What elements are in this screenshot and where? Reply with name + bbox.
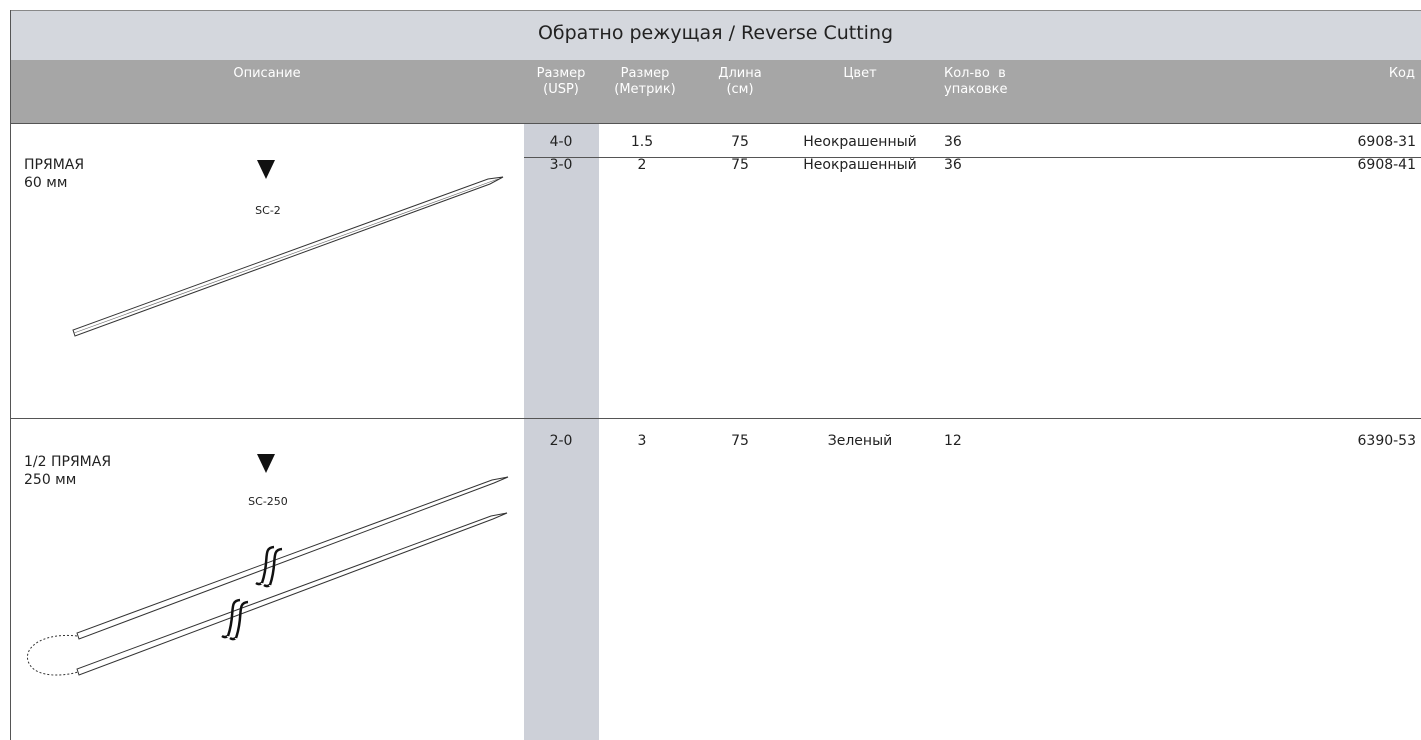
title: Обратно режущая / Reverse Cutting	[537, 22, 894, 44]
title-bar	[10, 10, 1421, 61]
cell: 2	[637, 157, 647, 173]
cell: 3	[637, 433, 647, 449]
cell: 4-0	[549, 134, 573, 150]
usp-column	[524, 123, 599, 740]
cell: 75	[731, 134, 749, 150]
group-name: 1/2 ПРЯМАЯ	[24, 454, 112, 470]
header-text: Размер	[536, 66, 586, 81]
header: Длина (см)	[718, 66, 761, 98]
needle-code: SC-250	[248, 495, 288, 508]
suture	[26, 634, 79, 676]
cell: 36	[944, 157, 962, 173]
cell: 6908-41	[1357, 157, 1417, 173]
group-length: 60 мм	[24, 175, 68, 191]
needle	[72, 176, 504, 337]
cell: 1.5	[630, 134, 654, 150]
header-text: упаковке	[944, 82, 1008, 97]
header: Описание	[233, 66, 300, 82]
cell: 6390-53	[1357, 433, 1417, 449]
break-mark	[221, 598, 249, 641]
group-name: ПРЯМАЯ	[24, 157, 85, 173]
cell: Зеленый	[827, 433, 893, 449]
break-mark	[255, 545, 283, 588]
cell: 75	[731, 157, 749, 173]
header-text: Цвет	[843, 66, 877, 81]
needle	[76, 476, 509, 640]
needle-code: SC-2	[255, 204, 281, 217]
cell: 36	[944, 134, 962, 150]
header-text: Длина	[718, 66, 762, 81]
header-text: (USP)	[543, 82, 579, 97]
cell: 75	[731, 433, 749, 449]
marker	[257, 160, 275, 179]
cell: Неокрашенный	[803, 134, 917, 150]
cell: 3-0	[549, 157, 573, 173]
cell: 12	[944, 433, 962, 449]
header: Кол-во в упаковке	[944, 66, 1007, 98]
header: Размер (USP)	[537, 66, 586, 98]
header-text: (см)	[726, 82, 754, 97]
header-text: Код	[1388, 66, 1415, 81]
needle-line	[73, 178, 499, 334]
header-bar	[10, 60, 1421, 123]
header-text: Кол-во в	[944, 66, 1006, 81]
cell: Неокрашенный	[803, 157, 917, 173]
needle	[76, 512, 508, 676]
header-text: Описание	[233, 66, 301, 81]
header: Код	[1389, 66, 1415, 82]
header: Цвет	[843, 66, 876, 82]
marker	[257, 454, 275, 473]
header: Размер (Метрик)	[614, 66, 675, 98]
cell: 2-0	[549, 433, 573, 449]
header-text: (Метрик)	[614, 82, 676, 97]
header-text: Размер	[620, 66, 670, 81]
group-length: 250 мм	[24, 472, 77, 488]
cell: 6908-31	[1357, 134, 1417, 150]
